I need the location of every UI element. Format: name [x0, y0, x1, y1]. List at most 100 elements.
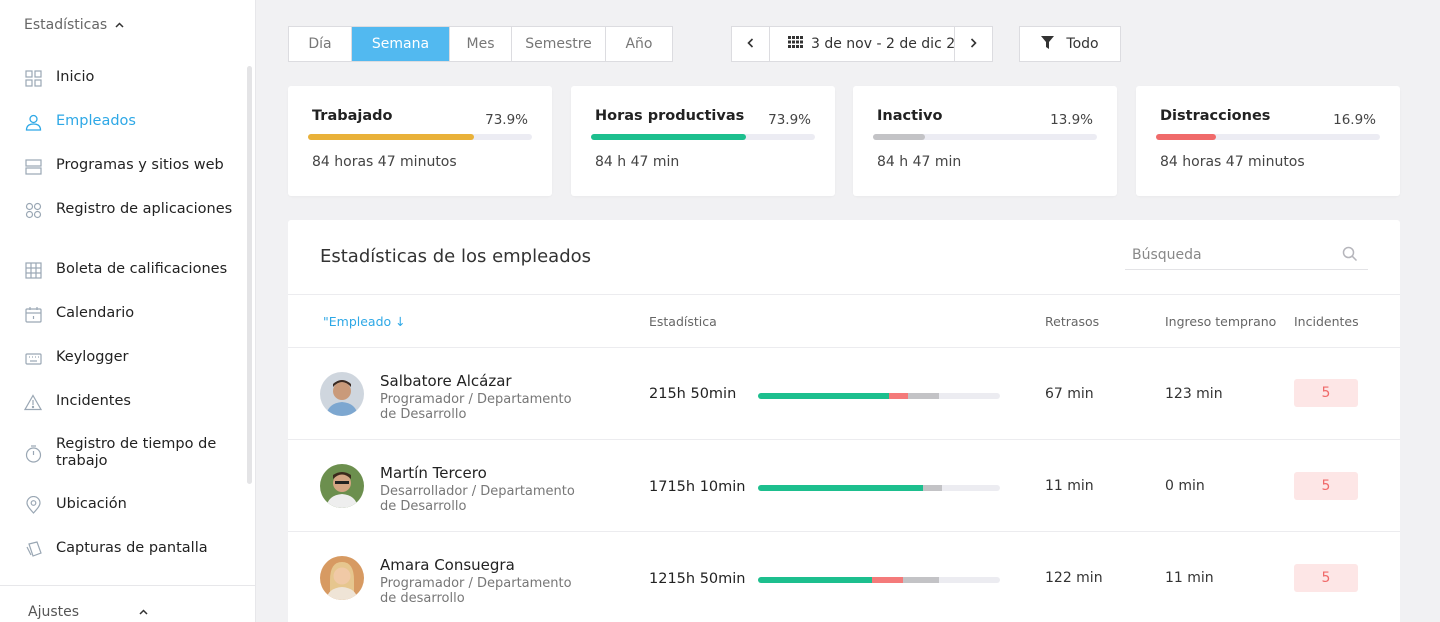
table-grid-icon [24, 261, 42, 279]
search-icon[interactable] [1342, 246, 1358, 266]
sidebar-item-label: Keylogger [56, 349, 129, 365]
prev-period-button[interactable] [732, 27, 770, 61]
card-progress-fill [1156, 134, 1217, 140]
period-selector: Día Semana Mes Semestre Año [288, 26, 673, 62]
sidebar-item-label: Inicio [56, 69, 95, 85]
sidebar-item-label: Boleta de calificaciones [56, 261, 228, 277]
card-progress-track [308, 134, 532, 140]
card-progress-track [873, 134, 1097, 140]
sidebar-item-boleta[interactable]: Boleta de calificaciones [24, 261, 234, 279]
employee-delays: 67 min [1045, 386, 1094, 402]
sidebar-footer-settings[interactable]: Ajustes [28, 604, 148, 620]
column-header-incidents[interactable]: Incidentes [1294, 314, 1359, 329]
chevron-left-icon [747, 37, 754, 52]
period-year-button[interactable]: Año [625, 36, 653, 52]
sidebar-footer-label: Ajustes [28, 604, 80, 620]
column-header-stats[interactable]: Estadística [649, 314, 717, 329]
column-header-early[interactable]: Ingreso temprano [1165, 314, 1277, 329]
sidebar-item-inicio[interactable]: Inicio [24, 69, 234, 87]
card-title: Trabajado [312, 108, 393, 124]
productive-segment [758, 577, 872, 583]
period-week-button[interactable]: Semana [352, 27, 450, 61]
chevron-up-icon [139, 607, 148, 618]
card-title: Horas productivas [595, 108, 745, 124]
employee-name[interactable]: Salbatore Alcázar [380, 372, 512, 390]
card-subtitle: 84 h 47 min [877, 154, 962, 170]
card-progress-track [1156, 134, 1380, 140]
employee-early-arrival: 123 min [1165, 386, 1223, 402]
search-input[interactable] [1125, 242, 1325, 268]
date-navigator: 3 de nov - 2 de dic 20 [731, 26, 993, 62]
sidebar-item-label: Registro de aplicaciones [56, 201, 233, 217]
keyboard-icon [24, 349, 42, 367]
card-progress-fill [873, 134, 925, 140]
programs-icon [24, 157, 42, 175]
idle-segment [908, 393, 940, 399]
avatar [320, 372, 364, 416]
employee-activity-bar [758, 485, 1000, 491]
stat-card-distractions: Distracciones 16.9% 84 horas 47 minutos [1136, 86, 1400, 196]
employee-activity-bar [758, 393, 1000, 399]
employee-total-time: 215h 50min [649, 386, 737, 402]
sidebar-scrollbar[interactable] [247, 66, 252, 484]
screenshots-icon [24, 540, 42, 558]
date-range-picker[interactable]: 3 de nov - 2 de dic 20 [770, 27, 954, 61]
card-title: Inactivo [877, 108, 943, 124]
sidebar-header-statistics[interactable]: Estadísticas [24, 17, 124, 33]
sidebar-item-registro-tiempo[interactable]: Registro de tiempo de trabajo [24, 436, 234, 470]
stat-card-productive: Horas productivas 73.9% 84 h 47 min [571, 86, 835, 196]
idle-segment [922, 485, 942, 491]
stat-card-idle: Inactivo 13.9% 84 h 47 min [853, 86, 1117, 196]
card-percent: 13.9% [1050, 112, 1093, 128]
employee-total-time: 1715h 10min [649, 479, 746, 495]
employees-stats-panel: Estadísticas de los empleados "Empleado … [288, 220, 1400, 622]
incidents-badge[interactable]: 5 [1294, 564, 1358, 592]
productive-segment [758, 393, 889, 399]
sidebar-item-empleados[interactable]: Empleados [24, 113, 234, 131]
sidebar-item-label: Ubicación [56, 496, 127, 512]
column-header-delays[interactable]: Retrasos [1045, 314, 1100, 329]
sidebar-item-capturas[interactable]: Capturas de pantalla [24, 540, 234, 558]
sidebar-item-incidentes[interactable]: Incidentes [24, 393, 234, 411]
table-header-divider [288, 347, 1400, 348]
incidents-badge[interactable]: 5 [1294, 472, 1358, 500]
sidebar-item-keylogger[interactable]: Keylogger [24, 349, 234, 367]
stat-card-worked: Trabajado 73.9% 84 horas 47 minutos [288, 86, 552, 196]
column-header-employee[interactable]: "Empleado ↓ [323, 314, 406, 329]
card-subtitle: 84 horas 47 minutos [312, 154, 457, 170]
employee-delays: 122 min [1045, 570, 1103, 586]
next-period-button[interactable] [954, 27, 992, 61]
avatar [320, 464, 364, 508]
table-row[interactable]: Salbatore Alcázar Programador / Departam… [288, 348, 1400, 440]
filter-button[interactable]: Todo [1019, 26, 1121, 62]
sidebar-item-ubicacion[interactable]: Ubicación [24, 496, 234, 514]
employee-early-arrival: 11 min [1165, 570, 1214, 586]
employee-name[interactable]: Amara Consuegra [380, 556, 515, 574]
table-row[interactable]: Martín Tercero Desarrollador / Departame… [288, 440, 1400, 532]
search-box [1125, 242, 1368, 270]
period-semester-button[interactable]: Semestre [512, 27, 606, 61]
panel-divider [288, 294, 1400, 295]
table-row[interactable]: Amara Consuegra Programador / Departamen… [288, 532, 1400, 622]
user-icon [24, 113, 42, 131]
card-title: Distracciones [1160, 108, 1271, 124]
period-day-button[interactable]: Día [289, 27, 352, 61]
period-month-button[interactable]: Mes [450, 27, 512, 61]
chevron-right-icon [970, 37, 977, 52]
idle-segment [903, 577, 940, 583]
card-subtitle: 84 horas 47 minutos [1160, 154, 1305, 170]
card-percent: 73.9% [768, 112, 811, 128]
row-divider [288, 531, 1400, 532]
sidebar-item-label: Calendario [56, 305, 135, 321]
card-percent: 16.9% [1333, 112, 1376, 128]
sidebar-item-programas[interactable]: Programas y sitios web [24, 157, 234, 175]
card-progress-fill [591, 134, 746, 140]
sidebar-item-label: Capturas de pantalla [56, 540, 208, 556]
sidebar-item-calendario[interactable]: Calendario [24, 305, 234, 323]
sidebar-item-registro-aplicaciones[interactable]: Registro de aplicaciones [24, 201, 234, 219]
employee-delays: 11 min [1045, 478, 1094, 494]
calendar-grid-icon [788, 36, 803, 52]
employee-name[interactable]: Martín Tercero [380, 464, 487, 482]
apps-grid-icon [24, 201, 42, 219]
incidents-badge[interactable]: 5 [1294, 379, 1358, 407]
